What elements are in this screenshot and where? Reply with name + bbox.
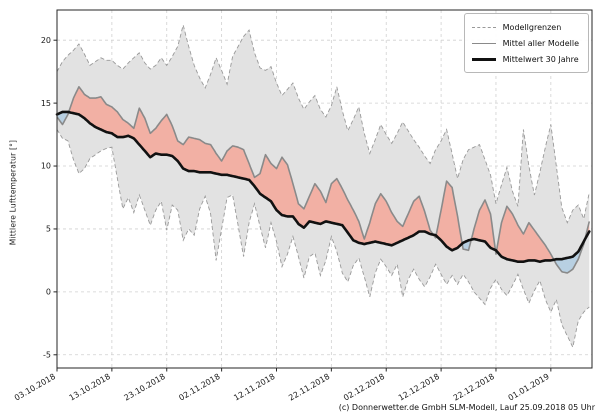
svg-text:10: 10	[41, 162, 51, 171]
svg-text:02.11.2018: 02.11.2018	[177, 372, 221, 403]
copyright-caption: (c) Donnerwetter.de GmbH SLM-Modell, Lau…	[338, 403, 595, 412]
svg-text:20: 20	[41, 36, 51, 45]
svg-text:01.01.2019: 01.01.2019	[507, 372, 551, 403]
svg-text:5: 5	[46, 225, 51, 234]
dashed-line-icon	[471, 26, 496, 28]
legend-item-mittel-aller-modelle: Mittel aller Modelle	[471, 35, 579, 51]
svg-text:23.10.2018: 23.10.2018	[123, 372, 167, 403]
svg-text:13.10.2018: 13.10.2018	[68, 372, 112, 403]
svg-text:12.11.2018: 12.11.2018	[232, 372, 276, 403]
legend: Modellgrenzen Mittel aller Modelle Mitte…	[463, 13, 589, 73]
legend-item-mittelwert-30-jahre: Mittelwert 30 Jahre	[471, 51, 579, 67]
y-axis-label: Mittlere Lufttemperatur [°]	[8, 139, 18, 246]
legend-item-modellgrenzen: Modellgrenzen	[471, 19, 579, 35]
svg-text:22.11.2018: 22.11.2018	[287, 372, 331, 403]
svg-text:0: 0	[46, 288, 51, 297]
svg-text:-5: -5	[43, 350, 51, 359]
svg-text:12.12.2018: 12.12.2018	[397, 372, 441, 403]
svg-text:03.10.2018: 03.10.2018	[13, 372, 57, 403]
svg-text:15: 15	[41, 99, 51, 108]
thick-line-icon	[471, 57, 496, 61]
solid-line-icon	[471, 42, 496, 44]
svg-text:22.12.2018: 22.12.2018	[452, 372, 496, 403]
svg-text:02.12.2018: 02.12.2018	[342, 372, 386, 403]
